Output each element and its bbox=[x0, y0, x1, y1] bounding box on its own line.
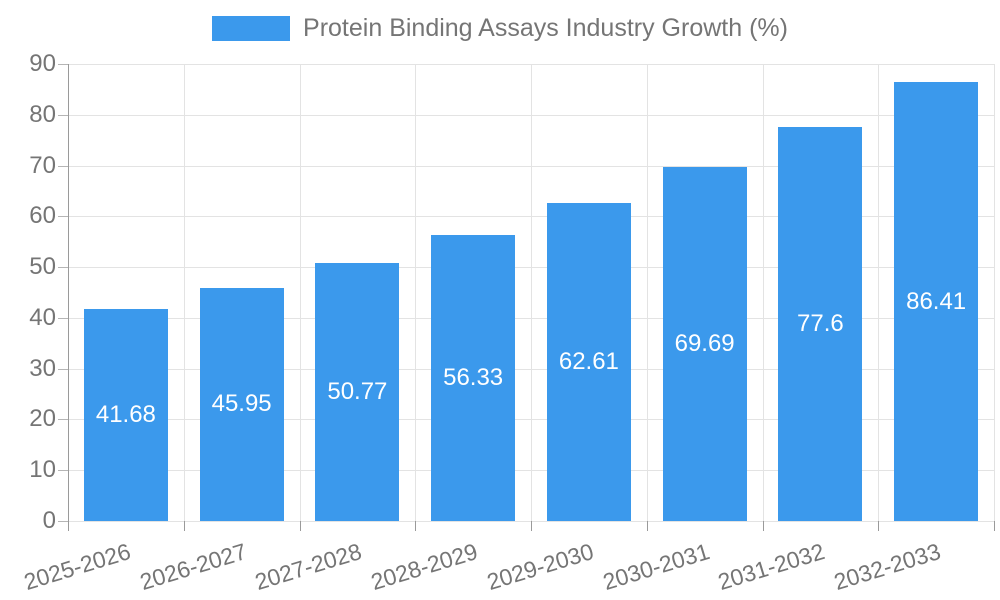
x-grid-line bbox=[646, 64, 648, 521]
y-axis-tick bbox=[58, 267, 68, 269]
y-tick-label: 70 bbox=[29, 151, 56, 179]
bar-value-label: 50.77 bbox=[327, 378, 388, 406]
y-axis-tick bbox=[58, 114, 68, 116]
x-axis-tick bbox=[878, 521, 880, 531]
bar-value-label: 45.95 bbox=[211, 390, 272, 418]
bar-value-label: 69.69 bbox=[674, 330, 735, 358]
bar-value-label: 56.33 bbox=[443, 363, 504, 391]
y-axis-line bbox=[68, 64, 69, 522]
bar-value-label: 77.6 bbox=[797, 309, 844, 337]
y-axis-tick bbox=[58, 64, 68, 65]
legend-swatch bbox=[212, 16, 291, 41]
x-grid-line bbox=[994, 64, 995, 521]
y-axis-tick bbox=[58, 521, 68, 522]
bar[interactable]: 62.61 bbox=[546, 203, 631, 521]
x-grid-line bbox=[531, 64, 532, 521]
bar[interactable]: 77.6 bbox=[778, 126, 863, 521]
y-tick-label: 0 bbox=[42, 507, 56, 534]
x-axis-tick bbox=[68, 521, 69, 531]
y-axis-tick bbox=[58, 317, 68, 319]
x-axis-tick bbox=[415, 521, 417, 531]
y-tick-label: 20 bbox=[29, 405, 56, 433]
legend[interactable]: Protein Binding Assays Industry Growth (… bbox=[0, 16, 1000, 41]
y-tick-label: 30 bbox=[29, 354, 56, 382]
x-axis-tick bbox=[762, 521, 764, 531]
legend-label: Protein Binding Assays Industry Growth (… bbox=[303, 14, 788, 42]
bar-value-label: 86.41 bbox=[906, 287, 967, 315]
x-grid-line bbox=[415, 64, 417, 521]
y-axis-tick bbox=[58, 165, 68, 167]
x-grid-line bbox=[878, 64, 880, 521]
y-tick-label: 90 bbox=[29, 50, 56, 77]
y-axis-tick bbox=[58, 419, 68, 421]
x-grid-line bbox=[299, 64, 301, 521]
y-tick-label: 80 bbox=[29, 100, 56, 128]
y-tick-label: 10 bbox=[29, 456, 56, 484]
bar[interactable]: 41.68 bbox=[83, 309, 168, 521]
x-grid-line bbox=[183, 64, 185, 521]
x-axis-tick bbox=[299, 521, 301, 531]
x-axis-tick bbox=[646, 521, 648, 531]
x-axis-tick bbox=[183, 521, 185, 531]
y-tick-label: 60 bbox=[29, 202, 56, 230]
y-axis-tick bbox=[58, 368, 68, 370]
bar[interactable]: 50.77 bbox=[315, 263, 400, 521]
x-grid-line bbox=[762, 64, 764, 521]
y-axis-tick bbox=[58, 470, 68, 472]
x-axis-tick bbox=[994, 521, 995, 531]
bar[interactable]: 45.95 bbox=[199, 287, 284, 521]
bar-value-label: 41.68 bbox=[95, 401, 156, 429]
bar[interactable]: 56.33 bbox=[431, 234, 516, 521]
bar-value-label: 62.61 bbox=[558, 348, 619, 376]
bar[interactable]: 86.41 bbox=[894, 82, 979, 521]
bar[interactable]: 69.69 bbox=[662, 167, 747, 521]
x-axis-tick bbox=[531, 521, 532, 531]
y-axis-tick bbox=[58, 216, 68, 218]
y-tick-label: 50 bbox=[29, 253, 56, 281]
y-tick-label: 40 bbox=[29, 303, 56, 331]
